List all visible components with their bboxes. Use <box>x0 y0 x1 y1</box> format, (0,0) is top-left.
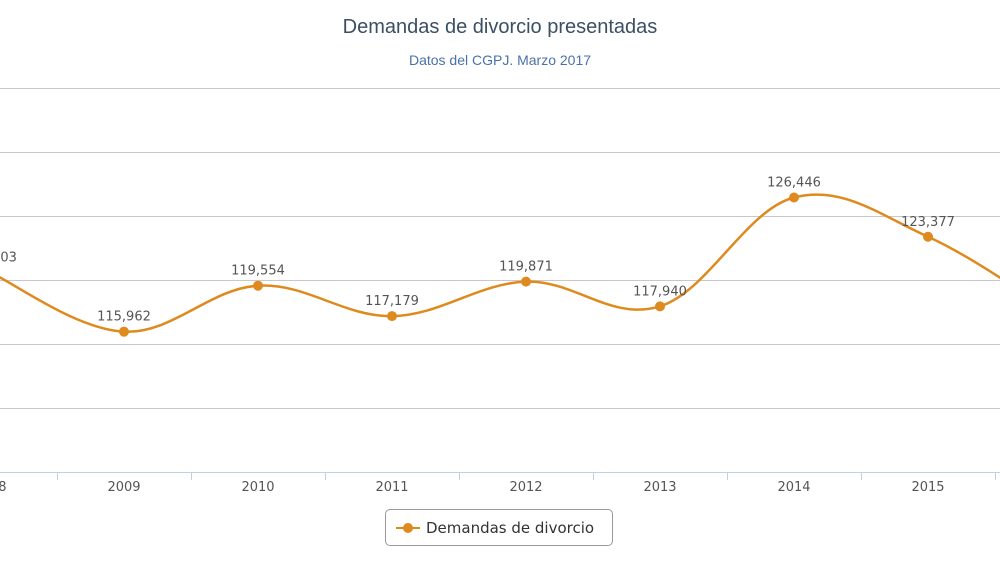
data-point <box>387 311 397 322</box>
x-tick-label: 2015 <box>911 480 944 495</box>
legend-symbol-icon <box>396 522 420 534</box>
chart-title: Demandas de divorcio presentadas <box>342 16 658 38</box>
data-label: 115,962 <box>97 310 151 325</box>
legend-label: Demandas de divorcio <box>426 518 595 537</box>
x-tick-label: 2008 <box>0 480 7 495</box>
data-label: 119,554 <box>231 264 285 279</box>
data-label: 119,871 <box>499 260 553 275</box>
data-point <box>119 326 129 337</box>
x-tick-label: 2011 <box>375 480 408 495</box>
chart-subtitle: Datos del CGPJ. Marzo 2017 <box>408 52 592 68</box>
data-label: 117,179 <box>365 294 419 309</box>
data-point <box>789 192 799 203</box>
data-label: 117,940 <box>633 284 687 299</box>
data-label: 126,446 <box>767 175 821 190</box>
data-point <box>655 301 665 312</box>
data-point <box>521 276 531 287</box>
legend[interactable]: Demandas de divorcio <box>385 509 613 546</box>
x-tick-label: 2014 <box>777 480 810 495</box>
data-label: 120,603 <box>0 250 17 265</box>
x-tick-label: 2012 <box>509 480 542 495</box>
data-label: 123,377 <box>901 215 955 230</box>
x-tick-label: 2013 <box>643 480 676 495</box>
x-tick-label: 2010 <box>241 480 274 495</box>
x-tick-label: 2009 <box>107 480 140 495</box>
data-point <box>253 280 263 291</box>
legend-marker <box>403 522 413 533</box>
data-point <box>923 231 933 242</box>
